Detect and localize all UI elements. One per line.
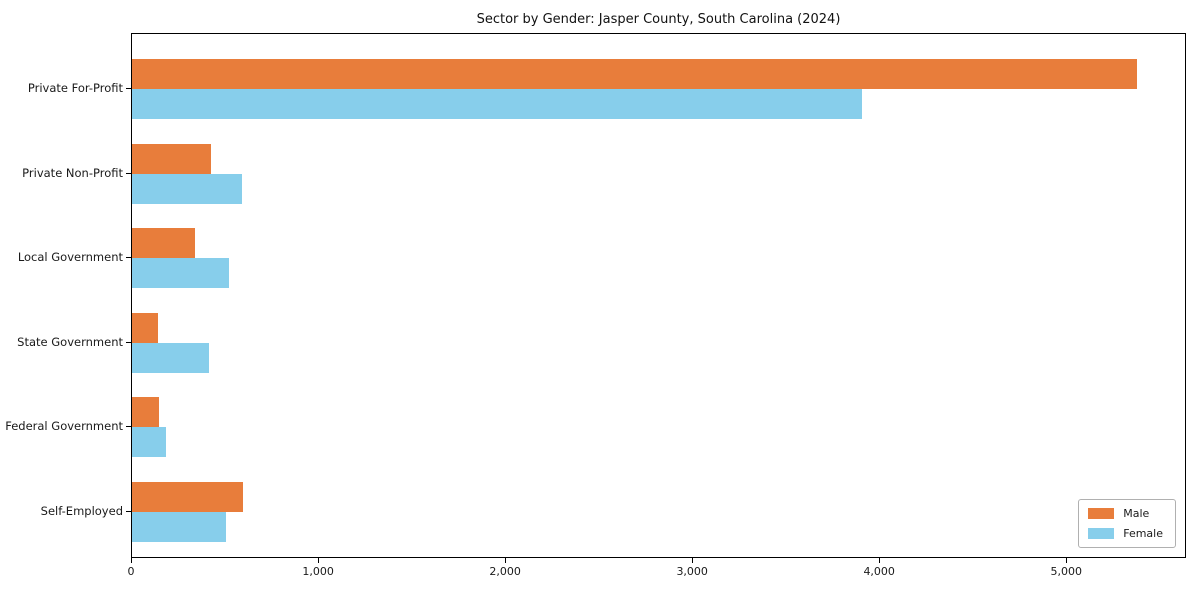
legend-item-male: Male [1088,507,1163,520]
x-axis-tick-label: 0 [127,565,135,578]
x-axis-tick-label: 5,000 [1050,565,1083,578]
category-label: Self-Employed [40,503,123,518]
bar-female-self-employed [132,511,226,542]
category-label: Local Government [17,250,123,264]
x-axis-tick [131,558,132,563]
y-axis-tick [126,172,131,174]
bar-male-local-government [132,228,195,258]
y-axis-tick [126,510,131,512]
bar-male-self-employed [132,481,244,512]
bar-female-federal-government [132,427,166,457]
x-axis-tick [879,558,881,563]
x-axis-tick-label: 1,000 [302,565,334,578]
x-axis-tick [505,558,507,563]
category-label: Private Non-Profit [22,165,123,180]
x-axis-tick-label: 4,000 [863,565,895,578]
x-axis-tick-label: 3,000 [676,565,708,578]
bar-female-local-government [132,258,230,288]
x-axis-tick [318,558,320,563]
bar-female-private-for-profit [132,89,862,119]
legend-swatch-female [1088,528,1115,539]
chart-title: Sector by Gender: Jasper County, South C… [476,12,841,27]
y-axis-tick [126,426,131,427]
y-axis-tick [126,341,131,343]
y-axis-tick [126,257,131,258]
bar-male-federal-government [132,397,160,427]
y-axis-tick [126,88,131,89]
bar-male-state-government [132,312,159,343]
bar-female-state-government [132,342,209,373]
legend-label-female: Female [1123,527,1163,540]
category-label: Private For-Profit [27,81,123,95]
legend-item-female: Female [1088,527,1163,540]
legend-swatch-male [1088,508,1115,519]
plot-area: Male Female [131,33,1186,558]
x-axis-tick-label: 2,000 [489,565,521,578]
category-label: State Government [17,334,123,349]
x-axis-tick [692,558,694,563]
category-label: Federal Government [5,419,123,433]
legend: Male Female [1078,499,1176,548]
x-axis-tick [1066,558,1068,563]
bar-female-private-non-profit [132,173,243,204]
legend-label-male: Male [1123,507,1150,520]
bar-male-private-non-profit [132,143,211,174]
bar-male-private-for-profit [132,59,1137,89]
